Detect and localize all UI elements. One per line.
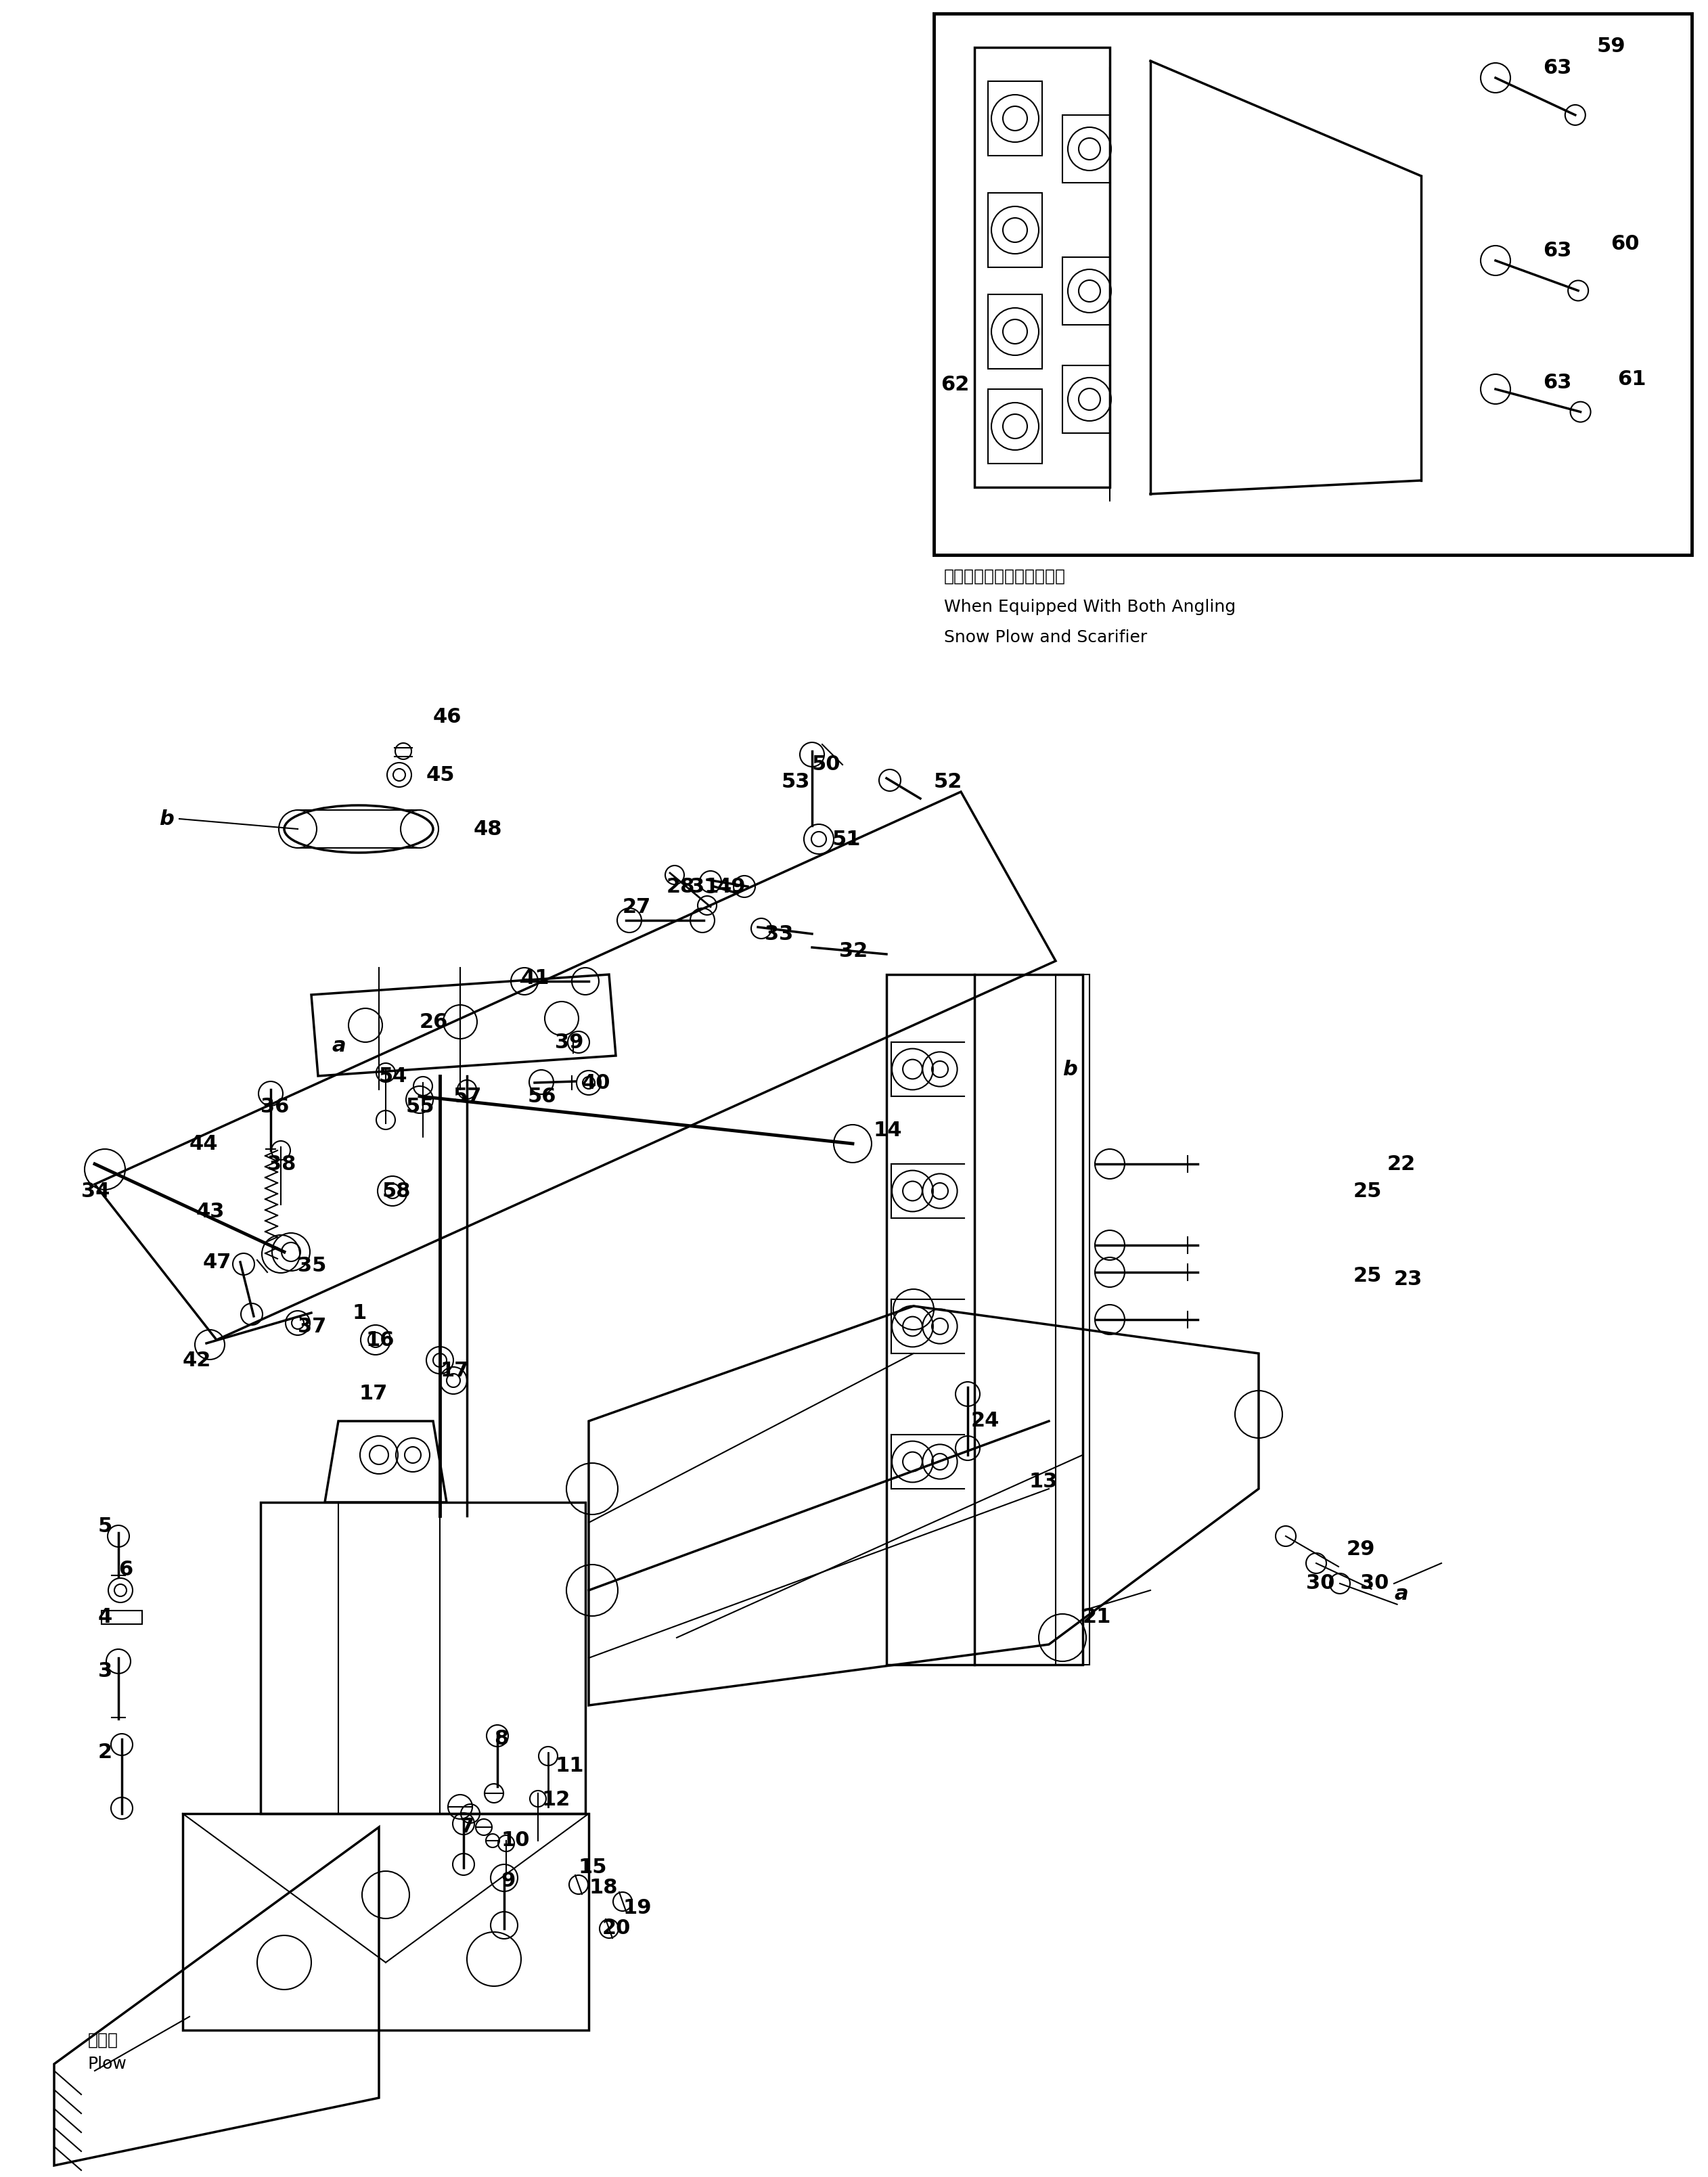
Text: 49: 49	[717, 877, 746, 897]
Text: 7: 7	[459, 1818, 475, 1837]
Bar	[1056, 975, 1090, 1665]
Text: Plow: Plow	[89, 2055, 126, 2073]
Text: 30: 30	[1360, 1574, 1389, 1594]
Text: 44: 44	[190, 1134, 219, 1154]
Text: 19: 19	[623, 1898, 651, 1918]
Text: 21: 21	[1083, 1607, 1112, 1626]
Text: 4: 4	[97, 1607, 113, 1626]
Bar	[975, 48, 1110, 488]
Text: 15: 15	[579, 1857, 608, 1877]
Text: 5: 5	[97, 1515, 113, 1535]
Text: 35: 35	[297, 1256, 326, 1276]
Text: 18: 18	[589, 1879, 618, 1898]
Text: 41: 41	[521, 969, 550, 988]
Text: 1: 1	[352, 1304, 366, 1324]
Text: 34: 34	[82, 1182, 109, 1202]
Text: 58: 58	[383, 1182, 412, 1202]
Text: 42: 42	[183, 1350, 212, 1369]
Text: 54: 54	[379, 1067, 408, 1086]
Text: スカリファイヤと同時装着: スカリファイヤと同時装着	[945, 568, 1066, 586]
Text: 57: 57	[453, 1086, 482, 1106]
Text: b: b	[159, 810, 174, 829]
Text: 59: 59	[1597, 37, 1626, 57]
Text: 9: 9	[500, 1872, 516, 1892]
Text: 29: 29	[1346, 1539, 1375, 1559]
Bar	[934, 13, 1691, 555]
Text: 14: 14	[873, 1121, 902, 1141]
Bar	[886, 975, 1083, 1665]
Text: 25: 25	[1353, 1265, 1382, 1284]
Text: 45: 45	[427, 764, 454, 784]
Text: 36: 36	[261, 1097, 289, 1117]
Text: 8: 8	[494, 1729, 509, 1748]
Text: 17: 17	[441, 1361, 468, 1380]
Text: 63: 63	[1542, 242, 1571, 261]
Text: 27: 27	[623, 897, 651, 917]
Text: 50: 50	[811, 755, 840, 775]
Text: 52: 52	[934, 773, 963, 792]
Text: a: a	[331, 1036, 345, 1056]
Text: 10: 10	[500, 1831, 529, 1850]
Text: 53: 53	[782, 773, 810, 792]
Text: 11: 11	[555, 1757, 584, 1776]
Text: 26: 26	[420, 1012, 447, 1032]
Text: 30: 30	[1307, 1574, 1334, 1594]
Text: 63: 63	[1542, 372, 1571, 392]
Text: 33: 33	[765, 923, 793, 943]
Text: 46: 46	[434, 708, 461, 727]
Text: 12: 12	[541, 1789, 570, 1809]
Text: 43: 43	[196, 1202, 225, 1221]
Text: 55: 55	[407, 1097, 436, 1117]
Text: 63: 63	[1542, 59, 1571, 78]
Text: 17: 17	[359, 1385, 388, 1404]
Text: 23: 23	[1394, 1269, 1423, 1289]
Text: 62: 62	[941, 374, 970, 394]
Text: 48: 48	[473, 819, 502, 838]
Text: 25: 25	[1353, 1182, 1382, 1202]
Text: 2: 2	[97, 1744, 113, 1763]
Text: 31: 31	[690, 877, 719, 897]
Text: 60: 60	[1611, 233, 1640, 253]
Text: 47: 47	[203, 1252, 232, 1271]
Text: 3: 3	[97, 1661, 113, 1681]
Text: 6: 6	[118, 1561, 133, 1581]
Text: 39: 39	[555, 1032, 584, 1051]
Text: 40: 40	[582, 1073, 611, 1093]
Bar	[261, 1502, 586, 1813]
Text: When Equipped With Both Angling: When Equipped With Both Angling	[945, 599, 1237, 616]
Text: a: a	[1394, 1585, 1407, 1604]
Text: Snow Plow and Scarifier: Snow Plow and Scarifier	[945, 629, 1148, 647]
Text: 32: 32	[839, 940, 868, 960]
Text: 24: 24	[972, 1411, 999, 1430]
Text: 56: 56	[528, 1086, 557, 1106]
Text: 28: 28	[666, 877, 695, 897]
Text: 20: 20	[603, 1918, 630, 1938]
Text: 37: 37	[297, 1317, 326, 1337]
Text: 13: 13	[1028, 1472, 1057, 1491]
Text: 22: 22	[1387, 1154, 1416, 1173]
Text: 38: 38	[266, 1154, 295, 1173]
Bar	[101, 1611, 142, 1624]
Text: b: b	[1062, 1060, 1078, 1080]
Text: 16: 16	[366, 1330, 395, 1350]
Text: 61: 61	[1617, 370, 1647, 390]
Text: 51: 51	[832, 829, 861, 849]
Text: プラウ: プラウ	[89, 2031, 118, 2049]
